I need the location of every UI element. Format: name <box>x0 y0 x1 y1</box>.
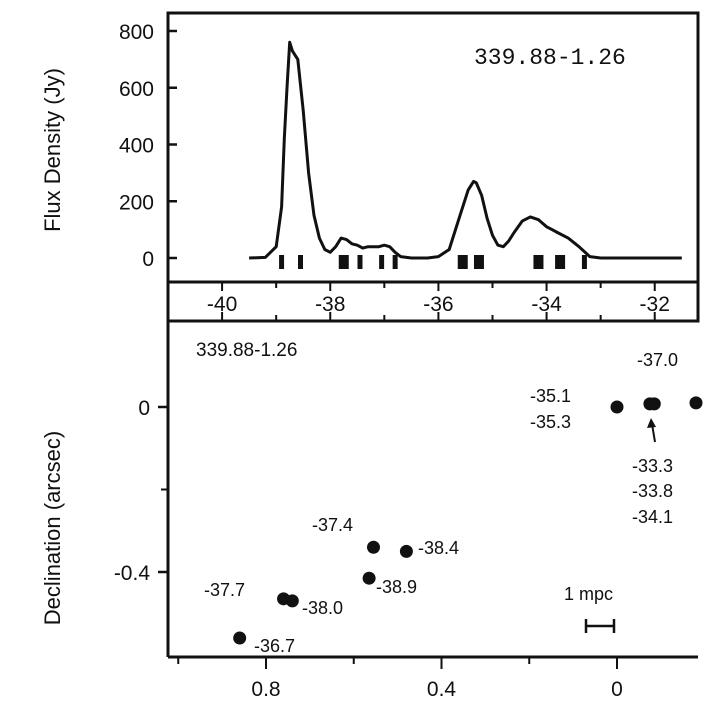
annotation-label: -36.7 <box>254 636 295 656</box>
feature-marker <box>392 255 398 269</box>
spectrum-x-tick-label: -32 <box>640 293 670 316</box>
annotation-label: -37.4 <box>312 515 353 535</box>
feature-marker <box>379 255 385 269</box>
maser-spot <box>689 396 703 410</box>
spectrum-title: 339.88-1.26 <box>474 45 626 71</box>
position-x-tick-label: 0.4 <box>427 678 457 701</box>
feature-marker <box>279 255 285 269</box>
position-y-axis-title: Declination (arcsec) <box>40 431 65 625</box>
position-panel: 0 -0.4 0.8 0.4 0 339.88-1.26 Declination (a… <box>40 321 703 701</box>
spectrum-y-tick-label: 800 <box>119 21 154 44</box>
spectrum-x-tick-label: -40 <box>207 293 237 316</box>
position-x-ticks: 0.8 0.4 0 <box>177 657 623 701</box>
maser-spot <box>362 571 376 585</box>
spectrum-y-tick-label: 600 <box>119 78 154 101</box>
maser-spot <box>285 594 299 608</box>
feature-marker <box>555 255 566 269</box>
spectrum-x-tick-label: -36 <box>423 293 453 316</box>
annotation-label: -38.9 <box>376 577 417 597</box>
annotation-label: -35.3 <box>530 412 571 432</box>
feature-marker <box>581 255 587 269</box>
position-title: 339.88-1.26 <box>196 340 297 361</box>
maser-spots <box>233 396 703 645</box>
position-x-tick-label: 0.8 <box>251 678 280 701</box>
position-x-tick-label: 0 <box>611 678 623 701</box>
maser-spot <box>366 540 380 554</box>
feature-marker <box>473 255 484 269</box>
arrow-head <box>647 418 656 428</box>
spectrum-x-tick-label: -34 <box>531 293 562 316</box>
feature-marker <box>338 255 349 269</box>
annotation-label: -38.4 <box>418 538 459 558</box>
spectrum-y-tick-label: 400 <box>119 135 154 158</box>
position-y-tick-label: -0.4 <box>114 562 151 585</box>
feature-marker <box>457 255 468 269</box>
feature-marker <box>357 255 363 269</box>
annotation-label: -34.1 <box>632 507 673 527</box>
maser-spot <box>399 544 413 558</box>
scale-bar-label: 1 mpc <box>564 584 613 604</box>
spectrum-x-ticks: -40 -38 -36 -34 -32 <box>167 282 670 321</box>
spectrum-panel: 0 200 400 600 800 -40 -38 -36 -34 -32 339.88-1.2… <box>40 11 700 323</box>
feature-marker <box>298 255 303 269</box>
spectrum-x-tick-label: -38 <box>315 293 345 316</box>
feature-marker <box>533 255 544 269</box>
spectrum-y-axis-title: Flux Density (Jy) <box>40 68 65 232</box>
annotation-label: -35.1 <box>530 386 571 406</box>
spectrum-frame <box>166 11 700 323</box>
maser-spot <box>233 631 247 645</box>
spectrum-line <box>249 40 682 260</box>
spectrum-y-ticks: 0 200 400 600 800 <box>119 21 177 271</box>
spectrum-y-tick-label: 200 <box>119 191 154 214</box>
annotation-label: -38.0 <box>302 598 343 618</box>
maser-spot <box>610 400 624 414</box>
annotation-label: -33.8 <box>632 481 673 501</box>
maser-spot <box>647 397 661 411</box>
annotation-label: -37.0 <box>637 350 678 370</box>
position-y-ticks: 0 -0.4 <box>114 397 168 585</box>
spectrum-y-tick-label: 0 <box>142 248 154 271</box>
annotation-label: -37.7 <box>204 580 245 600</box>
annotation-label: -33.3 <box>632 456 673 476</box>
feature-markers <box>279 255 587 269</box>
position-y-tick-label: 0 <box>138 397 150 420</box>
